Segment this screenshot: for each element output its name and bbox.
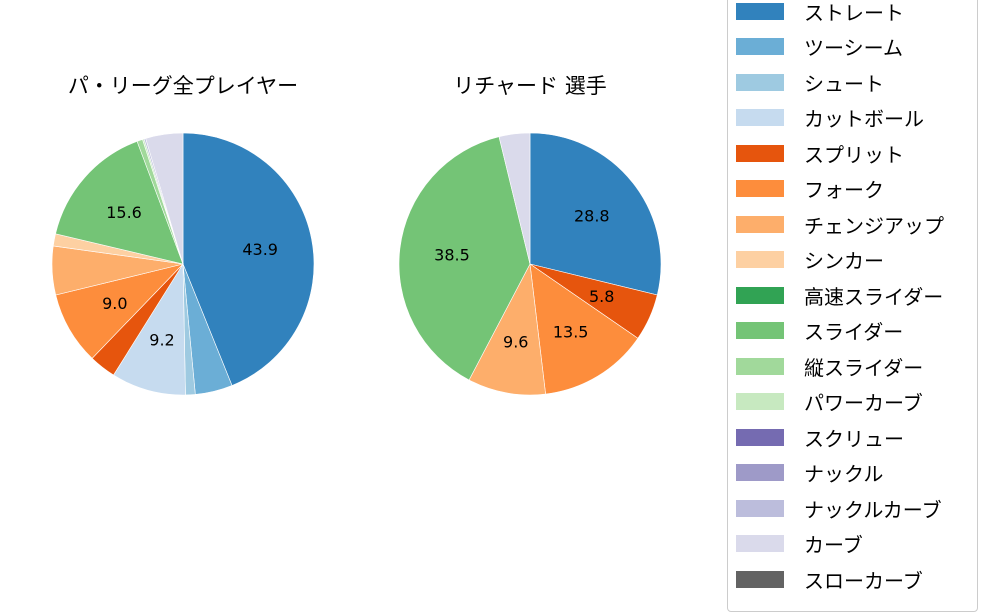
legend-swatch [736,286,784,304]
legend-item: シンカー [736,248,884,273]
legend-item: スローカーブ [736,567,923,593]
legend-label: スライダー [804,320,904,344]
legend-swatch [736,215,784,233]
legend-label: カットボール [804,107,924,131]
legend-swatch [736,464,784,481]
legend-item: スクリュー [736,425,904,451]
legend-swatch [736,109,784,126]
pie-slice [498,132,531,265]
legend-label: ナックルカーブ [804,497,942,522]
legend-swatch [736,251,784,268]
pie-slice [529,263,639,395]
legend-item: スプリット [736,141,904,167]
legend-swatch [736,38,784,55]
left-pie-title: パ・リーグ全プレイヤー [67,74,299,98]
legend-label: 縦スライダー [804,355,924,380]
legend-swatch [736,535,784,552]
pie-slice [398,136,531,381]
pie-value-label: 9.2 [149,331,174,350]
legend-swatch [736,428,784,446]
legend-swatch [736,570,784,588]
legend-label: 高速スライダー [804,284,944,309]
legend-label: カーブ [804,533,863,557]
legend-swatch [736,2,784,20]
pie-league-all-players: 43.9 9.2 9.0 15.6 [51,132,315,396]
right-pie-title: リチャード 選手 [453,74,607,98]
legend: ストレートツーシームシュートカットボール スプリットフォークチェンジアップ シンカー… [727,0,978,612]
legend-item: チェンジアップ [736,212,944,238]
legend-label: ツーシーム [804,36,903,60]
legend-label: シュート [804,71,884,96]
legend-label: チェンジアップ [804,213,944,238]
legend-item: ナックル [736,461,884,486]
pie-slice [468,263,546,396]
legend-item: シュート [736,70,884,96]
pie-value-label: 5.8 [589,287,614,306]
legend-item: 縦スライダー [736,354,924,380]
legend-swatch [736,180,784,197]
legend-label: パワーカーブ [804,391,923,415]
pie-richard: 28.8 5.813.5 9.6 38.5 [398,132,662,396]
legend-label: ストレート [804,0,904,25]
legend-swatch [736,393,784,410]
legend-item: カーブ [736,532,863,557]
legend-item: スライダー [736,319,904,344]
legend-swatch [736,499,784,517]
legend-item: カットボール [736,106,924,131]
pie-slice [529,132,662,296]
legend-swatch [736,322,784,339]
legend-item: ナックルカーブ [736,496,942,522]
legend-label: スローカーブ [804,568,923,593]
legend-label: フォーク [804,178,884,202]
legend-label: シンカー [804,249,884,273]
legend-item: 高速スライダー [736,283,944,309]
pie-value-label: 9.0 [102,294,127,313]
pie-value-label: 28.8 [574,206,610,225]
legend-item: パワーカーブ [736,390,923,415]
legend-swatch [736,73,784,91]
legend-item: フォーク [736,177,884,202]
pie-value-label: 43.9 [242,240,278,259]
pie-slice [55,140,184,265]
legend-item: ツーシーム [736,35,903,60]
pie-slice [182,132,315,386]
pie-value-label: 13.5 [553,322,589,341]
pie-value-label: 15.6 [106,203,142,222]
legend-label: ナックル [804,462,884,486]
legend-swatch [736,357,784,375]
legend-label: スプリット [804,142,904,167]
legend-swatch [736,144,784,162]
legend-label: スクリュー [804,426,904,451]
pie-value-label: 9.6 [503,332,528,351]
legend-item: ストレート [736,0,904,25]
pie-value-label: 38.5 [434,245,470,264]
pie-slice [145,132,184,265]
